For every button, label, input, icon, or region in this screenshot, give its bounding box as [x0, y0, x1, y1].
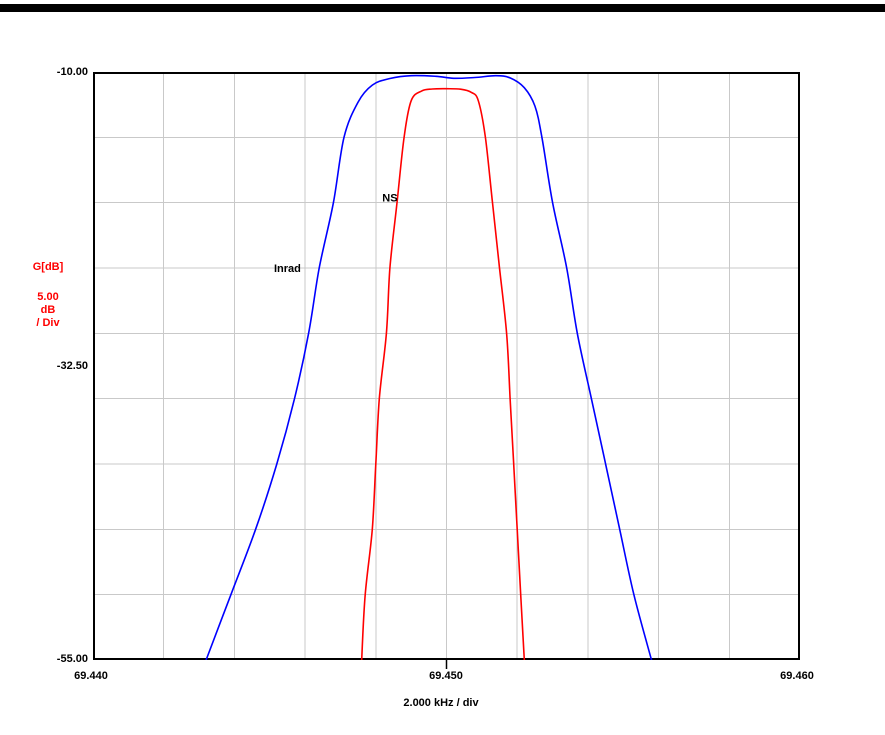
x-axis-label: 2.000 kHz / div: [403, 697, 479, 709]
scale-per-div-value: 5.00: [37, 291, 59, 303]
y-tick-label-mid: -32.50: [56, 360, 88, 372]
scale-per-div-unit: dB: [40, 304, 56, 316]
scale-per-div-text: / Div: [36, 317, 60, 329]
x-tick-label-center: 69.450: [429, 670, 463, 682]
annotation-ns: NS: [382, 192, 397, 204]
left-scale: G[dB] 5.00 dB / Div: [12, 261, 84, 330]
x-tick-label-right: 69.460: [780, 670, 814, 682]
x-tick-label-left: 69.440: [74, 670, 108, 682]
chart-plot: Inrad NS: [93, 72, 800, 669]
y-tick-label-top: -10.00: [56, 66, 88, 78]
chart: Inrad NS: [93, 72, 800, 669]
y-tick-label-bottom: -55.00: [56, 653, 88, 665]
annotation-inrad: Inrad: [274, 263, 301, 275]
gain-axis-label: G[dB]: [32, 261, 64, 273]
series-ns-curve: [360, 87, 526, 660]
top-border: [0, 4, 885, 12]
series-inrad-curve: [205, 74, 653, 660]
